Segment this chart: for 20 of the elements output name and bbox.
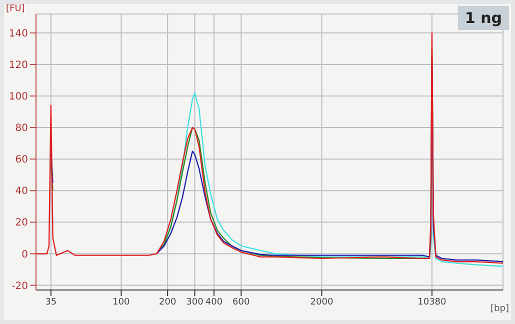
x-tick-label: 600	[232, 297, 250, 308]
y-tick-label: 80	[15, 123, 28, 134]
y-tick-label: 100	[8, 92, 28, 103]
y-tick-label: 120	[8, 60, 28, 72]
x-tick-label: 300	[186, 297, 204, 308]
x-axis-title: [bp]	[490, 304, 509, 314]
x-tick-label: 35	[45, 297, 57, 308]
y-tick-label: 60	[15, 154, 28, 166]
y-tick-label: 40	[15, 186, 28, 198]
y-tick-label: 0	[22, 249, 28, 260]
x-tick-label: 100	[112, 297, 130, 308]
x-tick-label: 2000	[310, 297, 334, 308]
x-tick-label: 200	[159, 297, 176, 308]
annotation: 1 ng	[458, 6, 509, 30]
y-axis-title: [FU]	[6, 4, 25, 14]
x-tick-label: 400	[205, 297, 223, 308]
y-tick-label: 140	[8, 28, 28, 40]
y-tick-label: -20	[12, 280, 28, 292]
y-tick-label: 20	[15, 218, 28, 229]
x-tick-label: 10380	[418, 297, 447, 308]
